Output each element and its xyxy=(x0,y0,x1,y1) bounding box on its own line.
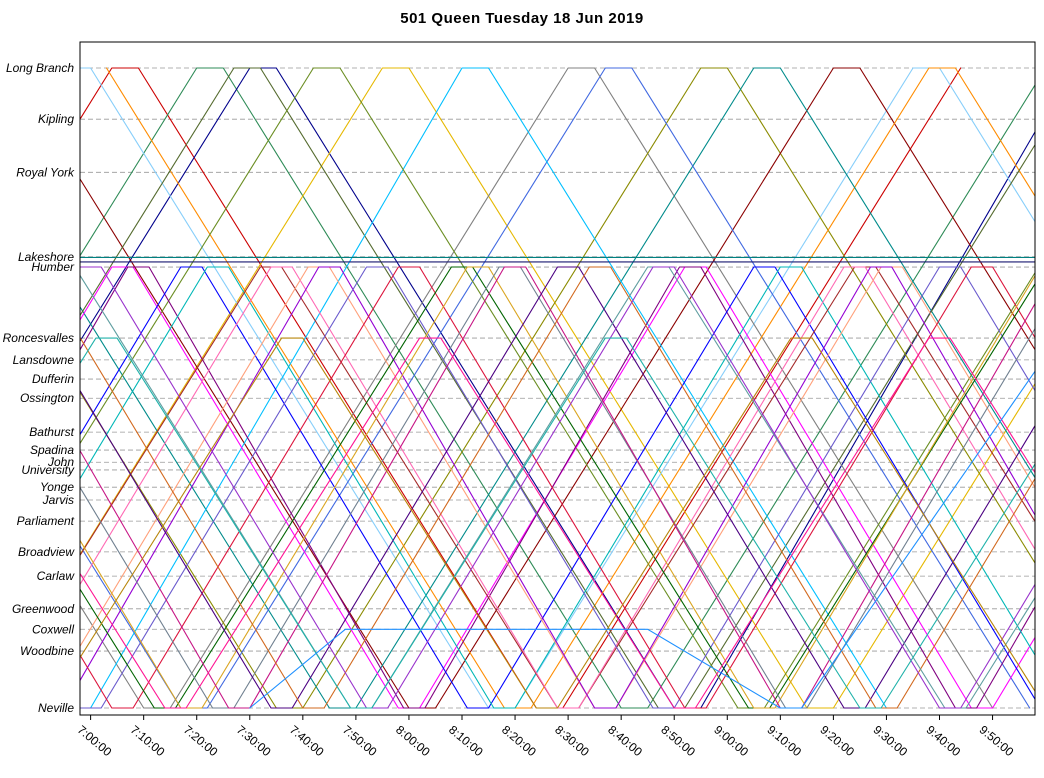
vehicle-trace xyxy=(80,67,1035,709)
time-label: 8:00:00 xyxy=(393,723,433,760)
station-label: Woodbine xyxy=(20,644,74,658)
vehicle-trace xyxy=(249,370,1035,709)
vehicle-trace xyxy=(80,67,1035,709)
station-label: Ossington xyxy=(20,391,74,405)
vehicle-trace xyxy=(80,266,1035,709)
vehicle-trace xyxy=(80,67,1035,709)
vehicle-traces xyxy=(80,67,1035,709)
time-label: 8:10:00 xyxy=(446,723,486,760)
plot-frame xyxy=(79,41,1036,716)
station-label: Humber xyxy=(31,260,75,274)
vehicle-trace xyxy=(80,67,1031,709)
station-label: Bathurst xyxy=(29,425,74,439)
station-label: University xyxy=(21,463,75,477)
vehicle-trace xyxy=(80,266,1035,709)
time-label: 7:20:00 xyxy=(181,723,221,760)
time-label: 9:50:00 xyxy=(977,723,1017,760)
time-label: 9:00:00 xyxy=(711,723,751,760)
time-label: 9:40:00 xyxy=(924,723,964,760)
vehicle-trace xyxy=(80,266,1035,709)
time-label: 9:20:00 xyxy=(817,723,857,760)
vehicle-trace xyxy=(80,266,1035,709)
station-label: Lakeshore xyxy=(18,250,74,264)
time-label: 8:40:00 xyxy=(605,723,645,760)
station-label: Yonge xyxy=(40,480,74,494)
vehicle-trace xyxy=(80,67,962,709)
vehicle-trace xyxy=(80,337,1035,709)
time-label: 7:50:00 xyxy=(340,723,380,760)
station-label: Broadview xyxy=(18,545,75,559)
vehicle-trace xyxy=(80,67,1035,709)
vehicle-trace xyxy=(80,67,1035,709)
station-label: Long Branch xyxy=(6,61,74,75)
vehicle-trace xyxy=(80,67,1035,709)
station-label: Carlaw xyxy=(37,569,76,583)
vehicle-trace xyxy=(80,337,1035,709)
time-label: 8:30:00 xyxy=(552,723,592,760)
station-label: John xyxy=(47,455,74,469)
vehicle-trace xyxy=(80,67,994,709)
time-label: 7:00:00 xyxy=(75,723,115,760)
station-label: Dufferin xyxy=(32,372,74,386)
station-label: Neville xyxy=(38,701,74,715)
vehicle-trace xyxy=(80,337,1035,709)
station-label: Spadina xyxy=(30,443,74,457)
station-label: Parliament xyxy=(17,514,75,528)
station-label: Greenwood xyxy=(12,602,74,616)
time-label: 9:10:00 xyxy=(764,723,804,760)
station-labels: Long Branch Kipling Royal York LakeshoreHum… xyxy=(3,61,76,715)
time-label: 7:40:00 xyxy=(287,723,327,760)
time-label: 7:10:00 xyxy=(128,723,168,760)
station-label: Roncesvalles xyxy=(3,331,74,345)
vehicle-trace xyxy=(80,67,1035,709)
vehicle-trace xyxy=(80,266,1035,709)
vehicle-trace xyxy=(80,266,1035,709)
station-label: Lansdowne xyxy=(13,353,75,367)
vehicle-trace xyxy=(80,67,887,709)
time-label: 8:50:00 xyxy=(658,723,698,760)
station-label: Royal York xyxy=(16,165,75,179)
station-gridlines xyxy=(80,67,1035,709)
station-label: Coxwell xyxy=(32,622,74,636)
station-label: Kipling xyxy=(38,112,74,126)
vehicle-trace xyxy=(80,266,1035,709)
station-label: Jarvis xyxy=(42,493,74,507)
time-label: 9:30:00 xyxy=(871,723,911,760)
chart-title: 501 Queen Tuesday 18 Jun 2019 xyxy=(400,10,644,27)
time-axis: 7:00:00 7:10:00 7:20:00 7:30:00 7:40:00 7:50:… xyxy=(75,715,1017,759)
time-label: 8:20:00 xyxy=(499,723,539,760)
time-label: 7:30:00 xyxy=(234,723,274,760)
vehicle-trace xyxy=(80,67,1035,709)
